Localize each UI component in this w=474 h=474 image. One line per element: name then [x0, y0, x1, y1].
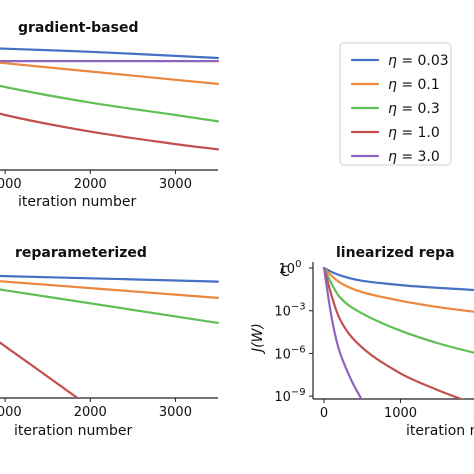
series-line-3	[322, 266, 474, 354]
series-line-2	[0, 61, 220, 85]
x-tick-group: 1000 2000 3000	[0, 170, 192, 192]
legend-label-4: η = 1.0	[388, 125, 440, 141]
series-line-5	[322, 266, 363, 399]
panel-reparameterized: reparameterized 1000 2000 3000 iteration n…	[0, 245, 220, 439]
series-line-2	[0, 280, 220, 299]
panel-letter: C	[280, 264, 290, 280]
x-axis-label: iteration number	[18, 194, 136, 210]
y-tick-label: 10−9	[274, 387, 305, 405]
x-tick-group: 0 1000 2	[320, 399, 474, 421]
y-tick-group: 100 10−3 10−6 10−9	[274, 259, 313, 405]
x-tick-label: 2000	[74, 405, 107, 420]
x-tick-group: 1000 2000 3000	[0, 398, 192, 420]
series-line-1	[322, 266, 474, 292]
x-axis-label: iteration number	[406, 423, 474, 439]
series-line-1	[0, 274, 220, 283]
x-tick-label: 3000	[159, 405, 192, 420]
panel-title: gradient-based	[18, 20, 138, 36]
x-tick-label: 1000	[0, 405, 22, 420]
y-axis-label: J(W)	[250, 323, 266, 355]
x-tick-label: 2	[473, 406, 474, 421]
x-tick-label: 2000	[74, 177, 107, 192]
y-tick-label: 10−6	[274, 344, 305, 362]
series-line-4	[0, 341, 79, 398]
series-line-3	[0, 84, 220, 123]
panel-title: linearized repa	[336, 245, 455, 261]
x-tick-label: 3000	[159, 177, 192, 192]
series-lines	[0, 47, 220, 151]
series-line-4	[322, 266, 465, 399]
x-tick-label: 0	[320, 406, 328, 421]
series-line-2	[322, 266, 474, 313]
series-line-4	[0, 112, 220, 151]
series-lines	[322, 266, 474, 399]
series-lines	[0, 274, 220, 398]
legend-frame	[339, 42, 452, 166]
panel-gradient-based: gradient-based 1000 2000 3000 iteration nu…	[0, 20, 220, 210]
x-axis-label: iteration number	[14, 423, 132, 439]
y-tick-label: 10−3	[274, 302, 305, 320]
x-tick-label: 1000	[0, 177, 22, 192]
series-line-1	[0, 47, 220, 60]
legend-items: η = 0.03 η = 0.1 η = 0.3 η = 1.0 η = 3.0	[350, 53, 449, 165]
legend-label-1: η = 0.03	[388, 53, 449, 69]
panel-linearized: C linearized repa 100 10−3 10−6 10−9 0 1000 2…	[250, 245, 474, 439]
x-tick-label: 1000	[384, 406, 417, 421]
series-line-3	[0, 288, 220, 324]
legend: η = 0.03 η = 0.1 η = 0.3 η = 1.0 η = 3.0	[339, 42, 452, 166]
y-tick-label: 100	[279, 259, 302, 277]
legend-label-5: η = 3.0	[388, 149, 440, 165]
legend-label-2: η = 0.1	[388, 77, 440, 93]
legend-label-3: η = 0.3	[388, 101, 440, 117]
panel-title: reparameterized	[15, 245, 147, 261]
